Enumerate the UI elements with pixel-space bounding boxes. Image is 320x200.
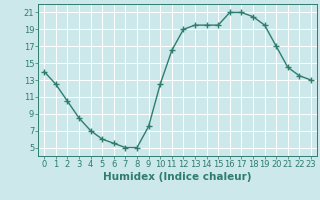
X-axis label: Humidex (Indice chaleur): Humidex (Indice chaleur) (103, 172, 252, 182)
